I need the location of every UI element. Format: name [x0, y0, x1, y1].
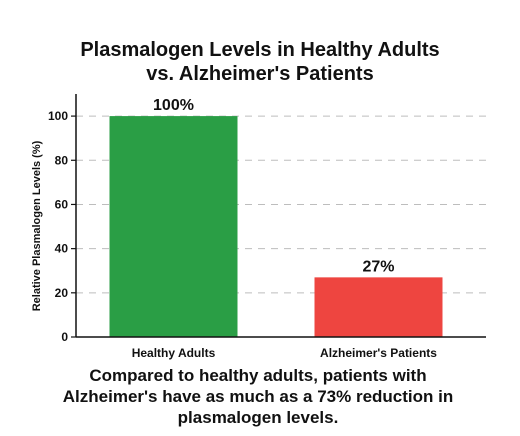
category-label-healthy-adults: Healthy Adults: [132, 346, 216, 360]
caption-line-3: plasmalogen levels.: [178, 408, 339, 427]
y-tick-label-40: 40: [55, 242, 69, 256]
bars: [109, 116, 443, 337]
data-label-healthy-adults: 100%: [153, 97, 194, 114]
chart-title-line-1: Plasmalogen Levels in Healthy Adults: [80, 39, 439, 61]
y-tick-label-80: 80: [55, 153, 69, 167]
y-axis-ticks: 0 20 40 60 80 100: [48, 109, 76, 344]
bar-alzheimer-s-patients: [314, 277, 443, 337]
caption-line-2: Alzheimer's have as much as a 73% reduct…: [63, 387, 453, 406]
y-axis-label: Relative Plasmalogen Levels (%): [31, 140, 43, 311]
y-tick-label-60: 60: [55, 197, 69, 211]
caption: Compared to healthy adults, patients wit…: [63, 366, 453, 427]
y-tick-label-0: 0: [61, 330, 68, 344]
data-labels: 100% 27%: [153, 97, 394, 275]
category-label-alzheimer-s-patients: Alzheimer's Patients: [320, 346, 437, 360]
chart-title: Plasmalogen Levels in Healthy Adults vs.…: [80, 39, 439, 85]
y-tick-label-100: 100: [48, 109, 68, 123]
bar-healthy-adults: [109, 116, 238, 337]
caption-line-1: Compared to healthy adults, patients wit…: [89, 366, 426, 385]
y-tick-label-20: 20: [55, 286, 69, 300]
chart-title-line-2: vs. Alzheimer's Patients: [146, 63, 373, 85]
x-axis-category-labels: Healthy Adults Alzheimer's Patients: [132, 346, 438, 360]
data-label-alzheimer-s-patients: 27%: [362, 258, 394, 275]
